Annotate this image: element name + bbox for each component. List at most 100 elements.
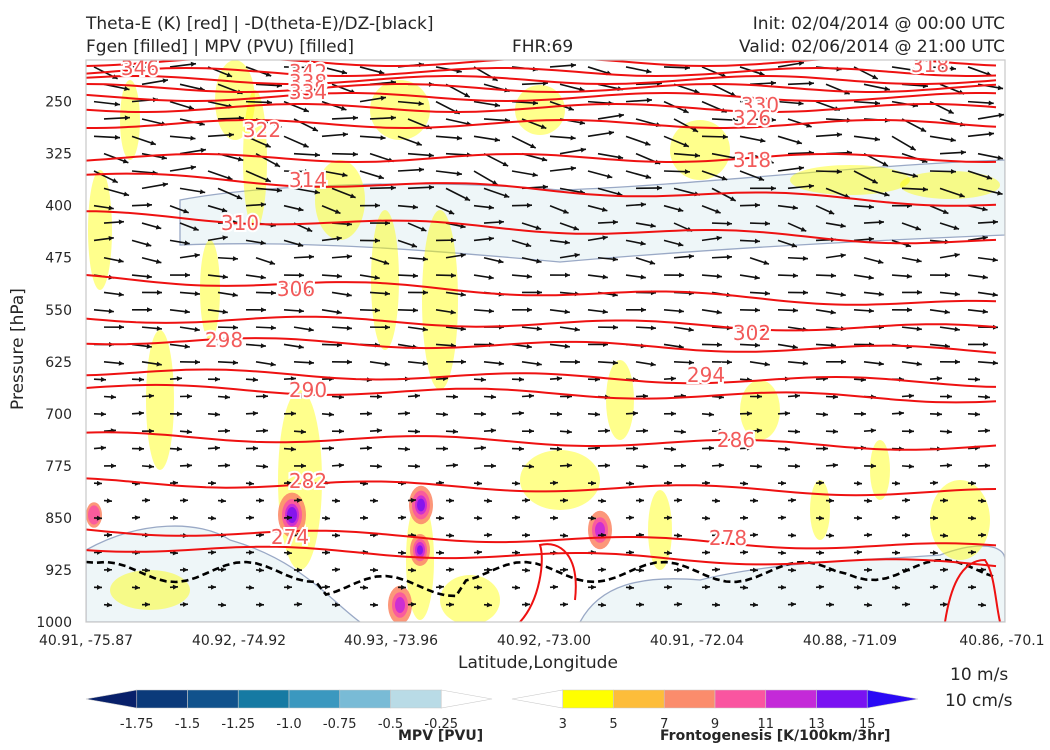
wind-arrowhead <box>670 411 676 417</box>
x-tick-label: 40.86, -70.1 <box>959 633 1044 649</box>
wind-arrowhead <box>416 140 422 146</box>
wind-arrowhead <box>894 480 900 486</box>
wind-arrowhead <box>612 219 618 225</box>
wind-arrowhead <box>106 498 112 504</box>
wind-arrowhead <box>276 187 282 193</box>
wind-arrowhead <box>752 602 758 608</box>
wind-arrowhead <box>944 343 950 349</box>
wind-arrowhead <box>970 584 976 590</box>
wind-arrowhead <box>898 410 904 416</box>
mpv-colorbar-tick: -1.5 <box>175 717 200 732</box>
x-tick-label: 40.91, -75.87 <box>39 633 133 649</box>
wind-arrowhead <box>334 209 341 214</box>
wind-arrowhead <box>600 498 606 504</box>
wind-arrowhead <box>112 178 118 183</box>
wind-arrowhead <box>298 272 304 278</box>
wind-arrowhead <box>150 140 156 146</box>
wind-arrowhead <box>114 134 120 140</box>
theta-e-contour <box>519 543 577 622</box>
wind-arrowhead <box>384 291 390 297</box>
wind-arrowhead <box>138 376 144 382</box>
wind-arrowhead <box>866 567 872 573</box>
wind-arrowhead <box>944 309 950 315</box>
wind-arrowhead <box>580 147 586 153</box>
wind-arrowhead <box>422 290 428 296</box>
theta-e-contour <box>86 528 997 550</box>
wind-arrowhead <box>756 394 762 400</box>
wind-arrowhead <box>600 532 606 538</box>
wind-arrowhead <box>878 361 884 367</box>
wind-arrowhead <box>680 429 686 435</box>
wind-arrowhead <box>286 550 292 556</box>
wind-arrowhead <box>916 258 922 264</box>
wind-arrowhead <box>184 343 190 349</box>
wind-arrowhead <box>124 86 130 91</box>
wind-arrowhead <box>868 274 874 280</box>
wind-arrowhead <box>252 377 258 383</box>
wind-arrowhead <box>628 585 634 591</box>
wind-arrowhead <box>540 124 547 129</box>
fgen-colorbar-tick: 3 <box>559 717 567 732</box>
theta-e-label: 298 <box>205 328 243 352</box>
wind-arrowhead <box>258 498 264 504</box>
wind-arrowhead <box>303 142 309 148</box>
theta-e-label: 322 <box>243 118 281 142</box>
wind-arrowhead <box>414 393 420 399</box>
wind-arrowhead <box>602 235 608 241</box>
wind-arrowhead <box>526 202 532 208</box>
wind-arrowhead <box>232 292 238 298</box>
valid-time: Valid: 02/06/2014 @ 21:00 UTC <box>739 37 1005 57</box>
wind-arrowhead <box>438 584 444 590</box>
wind-arrowhead <box>232 360 238 366</box>
wind-arrowhead <box>552 515 558 521</box>
fgen-colorbar-swatch <box>562 689 614 709</box>
fgen-region <box>315 160 365 240</box>
wind-arrowhead <box>742 515 748 521</box>
wind-arrowhead <box>106 532 112 538</box>
wind-arrowhead <box>677 207 684 213</box>
wind-arrowhead <box>324 584 330 590</box>
wind-arrowhead <box>96 584 102 590</box>
wind-arrowhead <box>124 115 130 121</box>
wind-arrowhead <box>480 377 486 383</box>
wind-arrowhead <box>714 567 720 573</box>
wind-arrowhead <box>476 584 482 590</box>
wind-arrowhead <box>676 601 682 607</box>
wind-arrowhead <box>915 225 921 231</box>
wind-arrowhead <box>384 361 390 367</box>
wind-arrowhead <box>374 203 380 209</box>
wind-arrowhead <box>754 307 760 313</box>
wind-arrowhead <box>828 209 835 215</box>
wind-arrowhead <box>730 196 736 201</box>
wind-arrowhead <box>791 242 797 248</box>
wind-arrowhead <box>346 325 352 331</box>
wind-arrowhead <box>182 567 188 573</box>
theta-e-contour <box>86 315 997 332</box>
wind-arrowhead <box>756 463 762 469</box>
wind-arrowhead <box>106 567 112 573</box>
wind-arrowhead <box>486 532 492 538</box>
wind-arrowhead <box>988 100 994 106</box>
wind-arrowhead <box>604 428 610 434</box>
wind-arrowhead <box>194 326 200 332</box>
mpv-colorbar-swatch <box>339 689 391 709</box>
fgen-region <box>200 240 220 340</box>
wind-arrowhead <box>916 289 922 295</box>
wind-arrowhead <box>752 498 758 504</box>
wind-arrowhead <box>684 169 690 175</box>
wind-arrowhead <box>428 184 434 190</box>
wind-arrowhead <box>222 309 228 315</box>
wind-arrowhead <box>866 498 872 504</box>
wind-arrowhead <box>338 394 344 400</box>
wind-arrowhead <box>228 132 234 138</box>
wind-arrowhead <box>704 480 710 486</box>
wind-arrowhead <box>338 428 344 434</box>
wind-arrowhead <box>579 120 585 126</box>
wind-arrowhead <box>792 307 798 313</box>
wind-arrowhead <box>562 567 568 573</box>
wind-arrowhead <box>910 145 916 151</box>
wind-arrowhead <box>818 550 824 556</box>
wind-arrowhead <box>650 223 656 229</box>
wind-arrowhead <box>566 463 572 469</box>
